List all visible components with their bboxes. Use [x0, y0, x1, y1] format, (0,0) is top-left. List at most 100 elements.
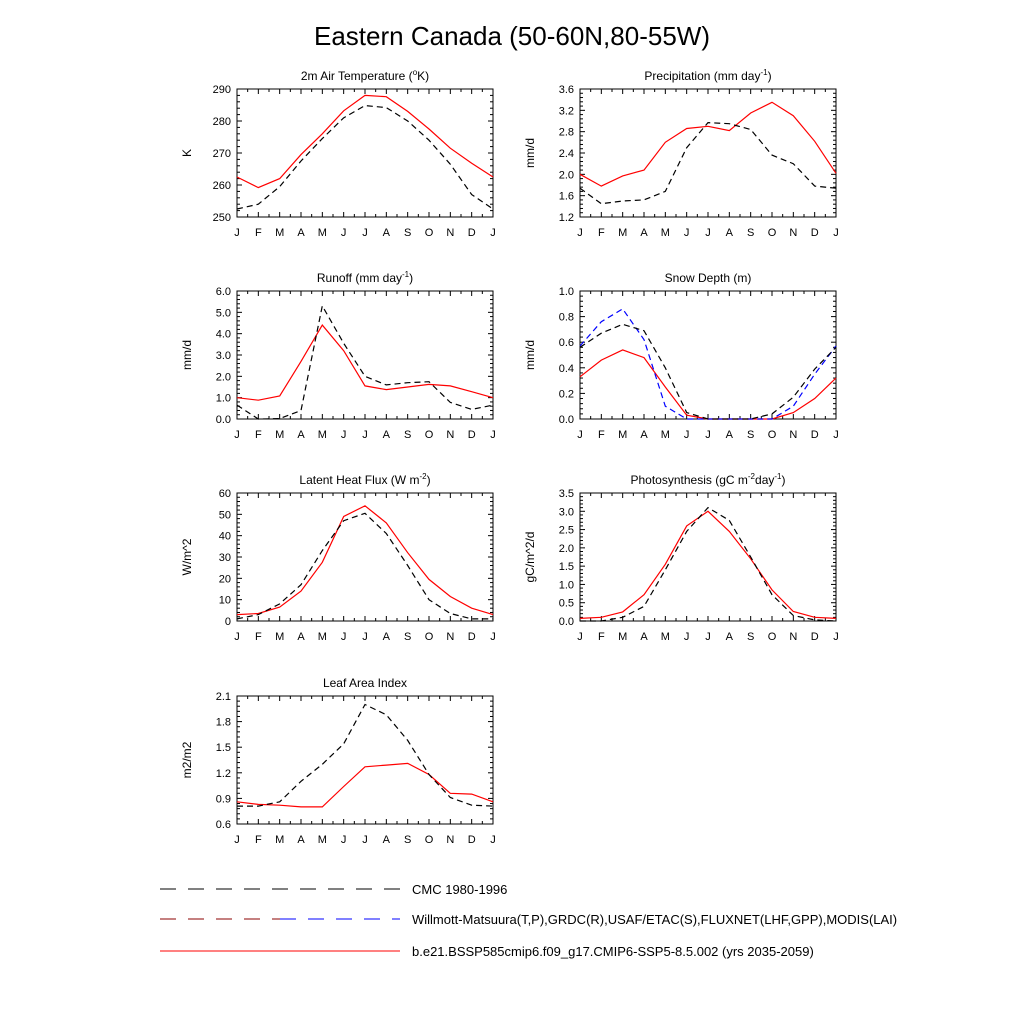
legend-label: b.e21.BSSP585cmip6.f09_g17.CMIP6-SSP5-8.…	[412, 944, 814, 959]
chart-title-superscript: -2	[748, 472, 756, 481]
x-tick-label: A	[726, 429, 734, 441]
series-line	[236, 505, 494, 616]
series-line	[579, 121, 837, 205]
x-tick-label: N	[789, 227, 797, 239]
y-tick-label: 6.0	[216, 286, 231, 298]
x-tick-label: J	[684, 227, 690, 239]
chart-title-text: 2m Air Temperature (	[301, 69, 413, 83]
y-tick-label: 1.2	[559, 212, 574, 224]
y-tick-label: 40	[219, 531, 231, 543]
chart-panel: Runoff (mm day-1)mm/dJ F M A M J J A S O N D J0.01.0…	[180, 270, 496, 441]
x-tick-label: J	[234, 429, 240, 441]
x-tick-label: J	[705, 631, 711, 643]
x-tick-label: N	[446, 631, 454, 643]
x-tick-label: A	[297, 834, 305, 846]
chart-panel: Latent Heat Flux (W m-2) W/m^2 J F M A M J J A S O N…	[180, 472, 496, 643]
y-tick-label: 2.1	[216, 691, 231, 703]
x-tick-label: N	[789, 429, 797, 441]
x-tick-label: J	[341, 834, 347, 846]
x-tick-label: F	[255, 429, 262, 441]
figure-title: Eastern Canada (50-60N,80-55W)	[314, 21, 710, 51]
x-tick-label: J	[341, 227, 347, 239]
x-tick-label: O	[768, 429, 777, 441]
plot-frame	[579, 88, 837, 218]
y-tick-label: 0.6	[216, 819, 231, 831]
x-tick-label: J	[577, 631, 583, 643]
x-tick-label: N	[789, 631, 797, 643]
x-tick-label: O	[425, 429, 434, 441]
x-tick-label: M	[618, 227, 627, 239]
y-tick-label: 0.9	[216, 793, 231, 805]
x-tick-label: A	[383, 227, 391, 239]
y-tick-label: 0.8	[559, 312, 574, 324]
y-tick-label: 290	[213, 84, 231, 96]
chart-title-text: Photosynthesis (gC m	[631, 473, 748, 487]
y-tick-label: 0.0	[559, 414, 574, 426]
x-tick-label: O	[425, 227, 434, 239]
y-axis-label: gC/m^2/d	[523, 532, 537, 583]
x-tick-label: S	[747, 227, 754, 239]
y-tick-label: 3.5	[559, 488, 574, 500]
y-tick-label: 280	[213, 116, 231, 128]
x-tick-label: J	[362, 834, 368, 846]
x-tick-label: J	[234, 227, 240, 239]
series-line	[236, 104, 494, 210]
series-line	[236, 762, 494, 808]
chart-title-superscript: -1	[774, 472, 782, 481]
y-tick-label: 1.0	[559, 286, 574, 298]
legend: CMC 1980-1996 Willmott-Matsuura(T,P),GRDC…	[160, 882, 897, 959]
x-tick-label: A	[640, 631, 648, 643]
x-tick-label: J	[341, 631, 347, 643]
chart-title-text: Leaf Area Index	[323, 676, 407, 690]
y-tick-label: 2.0	[559, 169, 574, 181]
y-tick-label: 3.2	[559, 105, 574, 117]
y-tick-label: 2.4	[559, 148, 574, 160]
y-tick-label: 5.0	[216, 307, 231, 319]
y-tick-label: 0.4	[559, 363, 574, 375]
series-line	[579, 349, 837, 420]
y-tick-label: 30	[219, 552, 231, 564]
chart-title: Snow Depth (m)	[665, 271, 752, 285]
chart-panel: Snow Depth (m)mm/dJ F M A M J J A S O N D J0.00.20.4…	[523, 271, 839, 441]
y-tick-label: 250	[213, 212, 231, 224]
y-tick-label: 1.5	[216, 742, 231, 754]
x-tick-label: J	[490, 631, 496, 643]
x-tick-label: A	[297, 631, 305, 643]
legend-label: Willmott-Matsuura(T,P),GRDC(R),USAF/ETAC…	[412, 912, 897, 927]
series-line	[236, 94, 494, 189]
y-tick-label: 2.8	[559, 127, 574, 139]
y-tick-label: 1.6	[559, 191, 574, 203]
x-tick-label: J	[705, 227, 711, 239]
y-tick-label: 2.0	[559, 543, 574, 555]
chart-panel: Precipitation (mm day-1) mm/d J F M A M J J A S O N D…	[523, 68, 839, 239]
series-line	[580, 506, 837, 622]
y-axis-label: K	[180, 149, 194, 157]
y-tick-label: 3.6	[559, 84, 574, 96]
chart-title-suffix: day	[755, 473, 774, 487]
y-tick-label: 1.2	[216, 768, 231, 780]
x-tick-label: M	[275, 834, 284, 846]
x-tick-label: O	[768, 631, 777, 643]
x-tick-label: M	[661, 227, 670, 239]
chart-title-text: Snow Depth (m)	[665, 271, 752, 285]
plot-frame	[236, 290, 494, 420]
x-tick-label: D	[468, 429, 476, 441]
chart-title-text: Latent Heat Flux (W m	[299, 473, 419, 487]
x-tick-label: D	[811, 429, 819, 441]
x-tick-label: A	[297, 227, 305, 239]
x-tick-label: M	[275, 429, 284, 441]
x-tick-label: O	[425, 834, 434, 846]
x-tick-label: J	[833, 429, 839, 441]
x-tick-label: S	[747, 631, 754, 643]
chart-title: Leaf Area Index	[323, 676, 407, 690]
x-tick-label: M	[318, 227, 327, 239]
chart-title: Photosynthesis (gC m-2day-1)	[631, 472, 786, 487]
y-tick-label: 20	[219, 573, 231, 585]
y-tick-label: 0.0	[559, 616, 574, 628]
y-tick-label: 260	[213, 180, 231, 192]
y-tick-label: 3.0	[216, 350, 231, 362]
x-tick-label: J	[833, 227, 839, 239]
y-tick-label: 1.5	[559, 561, 574, 573]
chart-title: Precipitation (mm day-1)	[644, 68, 771, 83]
chart-title: Latent Heat Flux (W m-2)	[299, 472, 430, 487]
